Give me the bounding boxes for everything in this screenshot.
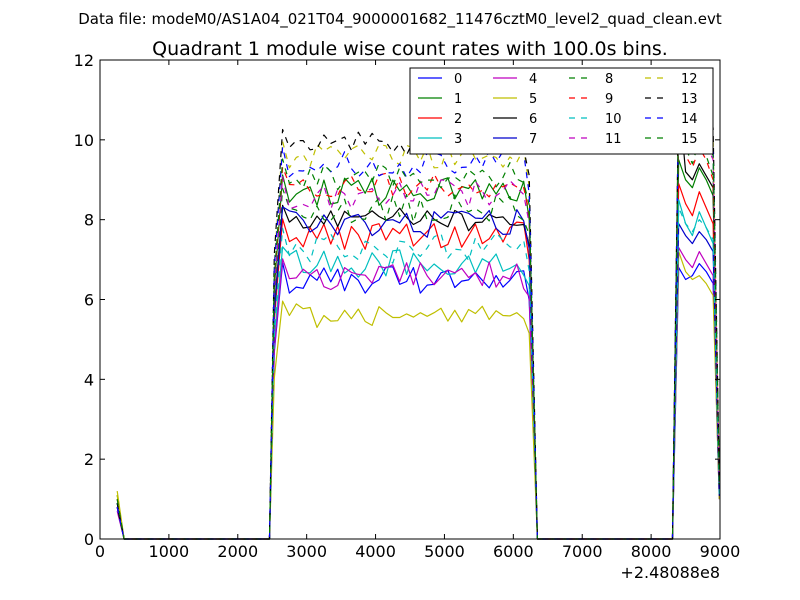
legend-label-14: 14 (681, 112, 698, 127)
series-line-1 (116, 159, 720, 540)
x-tick-label: 5000 (424, 542, 465, 561)
y-tick-label: 0 (84, 530, 94, 549)
legend-label-11: 11 (605, 132, 622, 147)
x-offset-label: +2.48088e8 (620, 563, 720, 582)
y-tick-label: 4 (84, 370, 94, 389)
legend-label-10: 10 (605, 112, 622, 127)
y-tick-label: 6 (84, 291, 94, 310)
series-line-13 (116, 91, 720, 540)
series-line-15 (116, 111, 720, 540)
legend-label-4: 4 (529, 72, 537, 87)
legend-label-9: 9 (605, 92, 613, 107)
chart-title: Quadrant 1 module wise count rates with … (152, 38, 668, 60)
legend-label-13: 13 (681, 92, 698, 107)
x-tick-label: 7000 (562, 542, 603, 561)
x-tick-label: 1000 (149, 542, 190, 561)
series-line-0 (116, 262, 720, 540)
legend-label-15: 15 (681, 132, 698, 147)
x-tick-label: 9000 (700, 542, 741, 561)
series-line-6 (116, 95, 720, 540)
series-line-2 (116, 183, 720, 540)
y-tick-label: 12 (74, 51, 94, 70)
legend-frame (409, 67, 714, 155)
chart-suptitle: Data file: modeM0/AS1A04_021T04_90000016… (78, 10, 722, 29)
x-tick-label: 2000 (217, 542, 258, 561)
series-line-9 (116, 131, 720, 540)
y-tick-label: 8 (84, 211, 94, 230)
legend-label-1: 1 (454, 92, 462, 107)
legend-label-6: 6 (529, 112, 537, 127)
legend-label-5: 5 (529, 92, 537, 107)
x-tick-label: 0 (95, 542, 105, 561)
x-tick-label: 8000 (631, 542, 672, 561)
series-line-10 (116, 207, 720, 540)
legend-label-0: 0 (454, 72, 462, 87)
series-line-14 (116, 103, 720, 540)
legend-label-12: 12 (681, 72, 698, 87)
x-tick-label: 3000 (286, 542, 327, 561)
x-tick-label: 4000 (355, 542, 396, 561)
series-group (116, 87, 720, 540)
series-line-8 (116, 119, 720, 540)
legend-label-2: 2 (454, 112, 462, 127)
series-line-7 (116, 206, 720, 540)
y-tick-label: 10 (74, 131, 94, 150)
series-line-12 (116, 87, 720, 540)
legend-label-8: 8 (605, 72, 613, 87)
series-line-4 (116, 247, 720, 540)
y-tick-label: 2 (84, 450, 94, 469)
ticks-group: 0 1000 2000 3000 4000 5000 6000 7000 8000 9000 0 2 4… (74, 51, 741, 561)
legend-label-7: 7 (529, 132, 537, 147)
x-tick-label: 6000 (493, 542, 534, 561)
series-line-3 (116, 199, 720, 540)
series-line-5 (116, 251, 720, 540)
legend-label-3: 3 (454, 132, 462, 147)
